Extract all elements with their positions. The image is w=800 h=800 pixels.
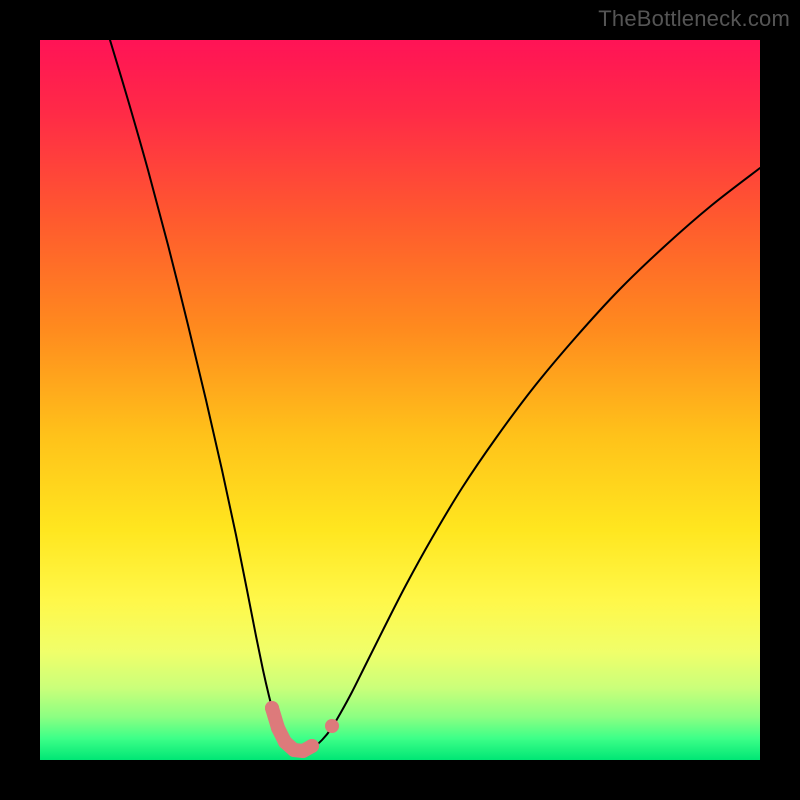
watermark-text: TheBottleneck.com (598, 6, 790, 32)
marker-dot (305, 739, 319, 753)
plot-area (40, 40, 760, 760)
marker-dot (271, 721, 285, 735)
root-container: TheBottleneck.com (0, 0, 800, 800)
chart-svg (0, 0, 800, 800)
marker-outlier-dot (325, 719, 339, 733)
marker-dot (265, 701, 279, 715)
